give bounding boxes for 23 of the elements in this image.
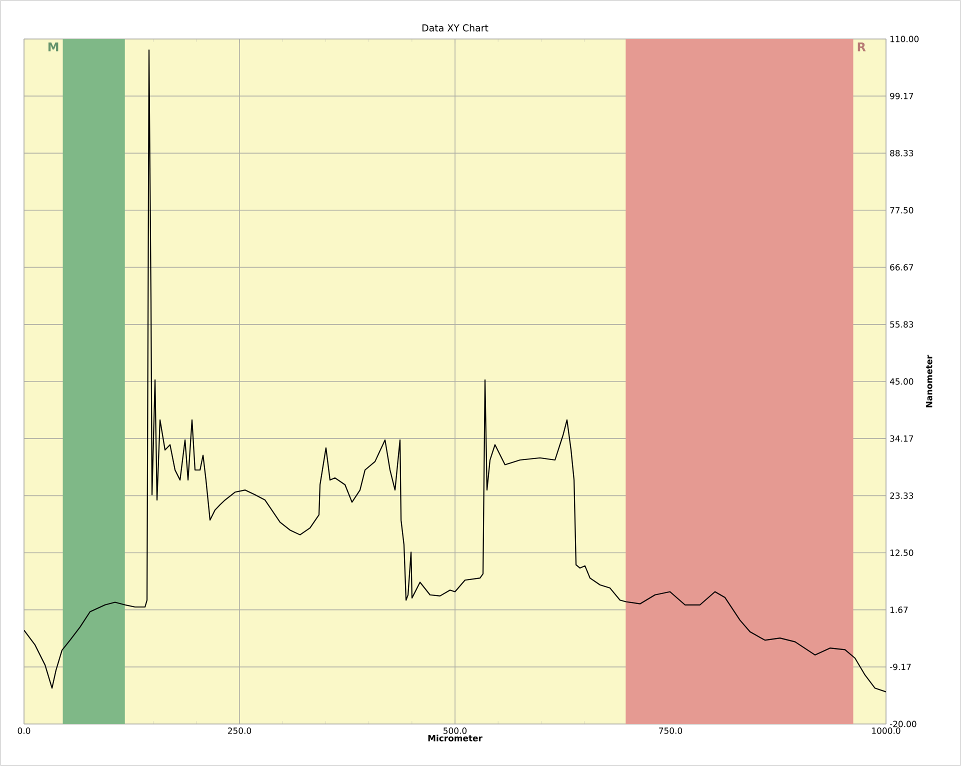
- y-tick-label: 12.50: [890, 550, 914, 556]
- y-tick-label: 23.33: [890, 492, 914, 499]
- x-tick-label: 250.0: [228, 728, 252, 734]
- y-tick-label: 110.00: [890, 36, 919, 42]
- y-tick-label: -20.00: [890, 720, 916, 728]
- x-tick-label: 500.0: [444, 728, 467, 734]
- y-tick-label: 55.83: [890, 321, 914, 328]
- y-tick-label: 88.33: [890, 150, 914, 156]
- x-tick-label: 1000.0: [872, 728, 900, 734]
- y-tick-label: 99.17: [890, 92, 914, 100]
- y-tick-label: 77.50: [890, 207, 914, 214]
- band-label: R: [858, 42, 866, 52]
- band-label: M: [48, 42, 58, 52]
- y-tick-label: 1.67: [890, 606, 908, 614]
- y-axis-title: Nanometer: [926, 354, 932, 408]
- y-tick-label: 45.00: [890, 378, 914, 385]
- y-tick-label: 34.17: [890, 435, 914, 442]
- x-tick-label: 750.0: [659, 728, 682, 734]
- x-axis-title: Micrometer: [428, 734, 482, 742]
- y-tick-label: 66.67: [890, 264, 914, 271]
- chart-title: Data XY Chart: [422, 24, 488, 32]
- y-tick-label: -9.17: [890, 664, 911, 670]
- x-tick-label: 0.0: [18, 728, 30, 734]
